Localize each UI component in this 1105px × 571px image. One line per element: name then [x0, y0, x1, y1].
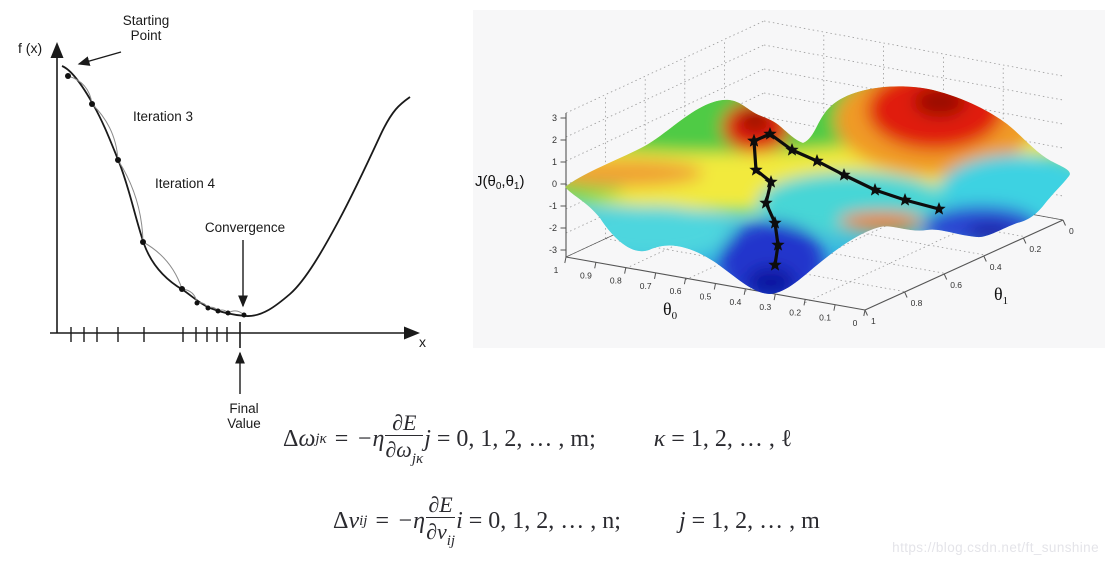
f1-equals: =	[334, 425, 349, 452]
cost-surface-3d-plot: 3 2 1 0 -1 -2 -3 1 0.9 0.8 0.7 0.6 0.5 0.4 0.3 0.2 0.1 0…	[473, 10, 1105, 348]
svg-text:0.2: 0.2	[1029, 244, 1041, 254]
star-marker	[785, 143, 799, 156]
star-marker	[771, 238, 785, 251]
x-axis-tick-marks	[70, 322, 241, 348]
svg-text:0.3: 0.3	[759, 302, 771, 312]
starting-point-label-line2: Point	[131, 28, 162, 43]
z-axis-ticks: 3 2 1 0 -1 -2 -3	[549, 113, 566, 255]
starting-point-arrow	[77, 51, 122, 66]
iteration-3-label: Iteration 3	[133, 109, 193, 124]
gradient-descent-2d-diagram: f (x) x Starting Point Iteration 3 Itera…	[18, 13, 426, 431]
f1-index-range: j = 0, 1, 2, … , m;	[424, 425, 596, 452]
svg-text:0.6: 0.6	[950, 280, 962, 290]
svg-text:0.5: 0.5	[700, 292, 712, 302]
f1-frac-bar	[385, 434, 424, 436]
f1-var: ω	[298, 425, 316, 452]
svg-text:0: 0	[1069, 226, 1074, 236]
watermark: https://blog.csdn.net/ft_sunshine	[892, 540, 1099, 555]
star-marker	[837, 168, 851, 181]
star-marker	[810, 154, 824, 167]
cost-curve	[61, 65, 411, 317]
theta1-axis	[864, 219, 1064, 311]
svg-text:1: 1	[552, 157, 557, 167]
star-marker	[747, 134, 761, 147]
svg-text:0: 0	[552, 179, 557, 189]
iteration-4-label: Iteration 4	[155, 176, 216, 191]
star-marker	[764, 175, 778, 188]
star-marker	[768, 258, 782, 271]
svg-text:2: 2	[552, 135, 557, 145]
f1-delta: Δ	[283, 425, 299, 452]
f1-coeff: −η	[356, 425, 385, 452]
svg-text:-3: -3	[549, 245, 557, 255]
theta1-axis-ticks: 0 0.2 0.4 0.6 0.8 1	[864, 219, 1074, 326]
svg-text:3: 3	[552, 113, 557, 123]
starting-point-label: Starting	[123, 13, 170, 28]
iteration-dots	[65, 73, 247, 318]
svg-text:0.6: 0.6	[670, 286, 682, 296]
star-marker	[932, 202, 946, 215]
descent-paths	[747, 127, 946, 271]
f1-kappa-range: κ = 1, 2, … , ℓ	[653, 425, 793, 452]
f2-j-range: j = 1, 2, … , m	[678, 507, 820, 534]
star-marker	[749, 163, 763, 176]
f1-fraction: ∂E ∂ωjκ	[385, 409, 424, 468]
z-axis-label: J(θ0,θ1)	[475, 173, 524, 192]
f2-coeff: −η	[396, 507, 426, 534]
svg-text:-1: -1	[549, 201, 557, 211]
theta1-axis-label: θ1	[994, 284, 1008, 307]
star-marker	[759, 196, 773, 209]
svg-text:-2: -2	[549, 223, 557, 233]
svg-text:0.7: 0.7	[640, 281, 652, 291]
y-axis-arrowhead	[50, 42, 64, 58]
y-axis-label: f (x)	[18, 40, 42, 56]
f2-var: v	[348, 507, 360, 534]
x-axis-label: x	[419, 334, 426, 350]
f1-frac-num: ∂E	[392, 409, 417, 435]
f1-frac-den: ∂ωjκ	[385, 436, 424, 467]
star-marker	[868, 183, 882, 196]
svg-text:1: 1	[554, 265, 559, 275]
x-axis-arrowhead	[404, 326, 420, 340]
f2-fraction: ∂E ∂vij	[426, 491, 456, 550]
final-value-label: Final	[229, 401, 258, 416]
theta0-axis-label: θ0	[663, 299, 678, 322]
f2-frac-bar	[426, 516, 456, 518]
f2-delta: Δ	[333, 507, 349, 534]
convergence-label: Convergence	[205, 220, 285, 235]
svg-text:0.8: 0.8	[911, 298, 923, 308]
f2-var-sub: ij	[359, 512, 368, 529]
svg-text:1: 1	[871, 316, 876, 326]
svg-text:0.4: 0.4	[729, 297, 741, 307]
star-marker	[763, 127, 777, 140]
f1-var-sub: jκ	[315, 430, 327, 447]
svg-text:0.1: 0.1	[819, 313, 831, 323]
svg-text:0.9: 0.9	[580, 270, 592, 280]
star-marker	[768, 216, 782, 229]
final-value-label-line2: Value	[227, 416, 261, 431]
svg-text:0.8: 0.8	[610, 276, 622, 286]
axes-2d	[50, 56, 406, 334]
svg-text:0.2: 0.2	[789, 307, 801, 317]
f2-frac-num: ∂E	[428, 491, 453, 517]
f2-index-range: i = 0, 1, 2, … , n;	[456, 507, 621, 534]
star-marker	[898, 193, 912, 206]
f2-equals: =	[375, 507, 389, 534]
svg-text:0.4: 0.4	[990, 262, 1002, 272]
svg-text:0: 0	[853, 318, 858, 328]
theta0-axis-ticks: 1 0.9 0.8 0.7 0.6 0.5 0.4 0.3 0.2 0.1 0	[554, 256, 866, 328]
f2-frac-den: ∂vij	[426, 518, 456, 549]
